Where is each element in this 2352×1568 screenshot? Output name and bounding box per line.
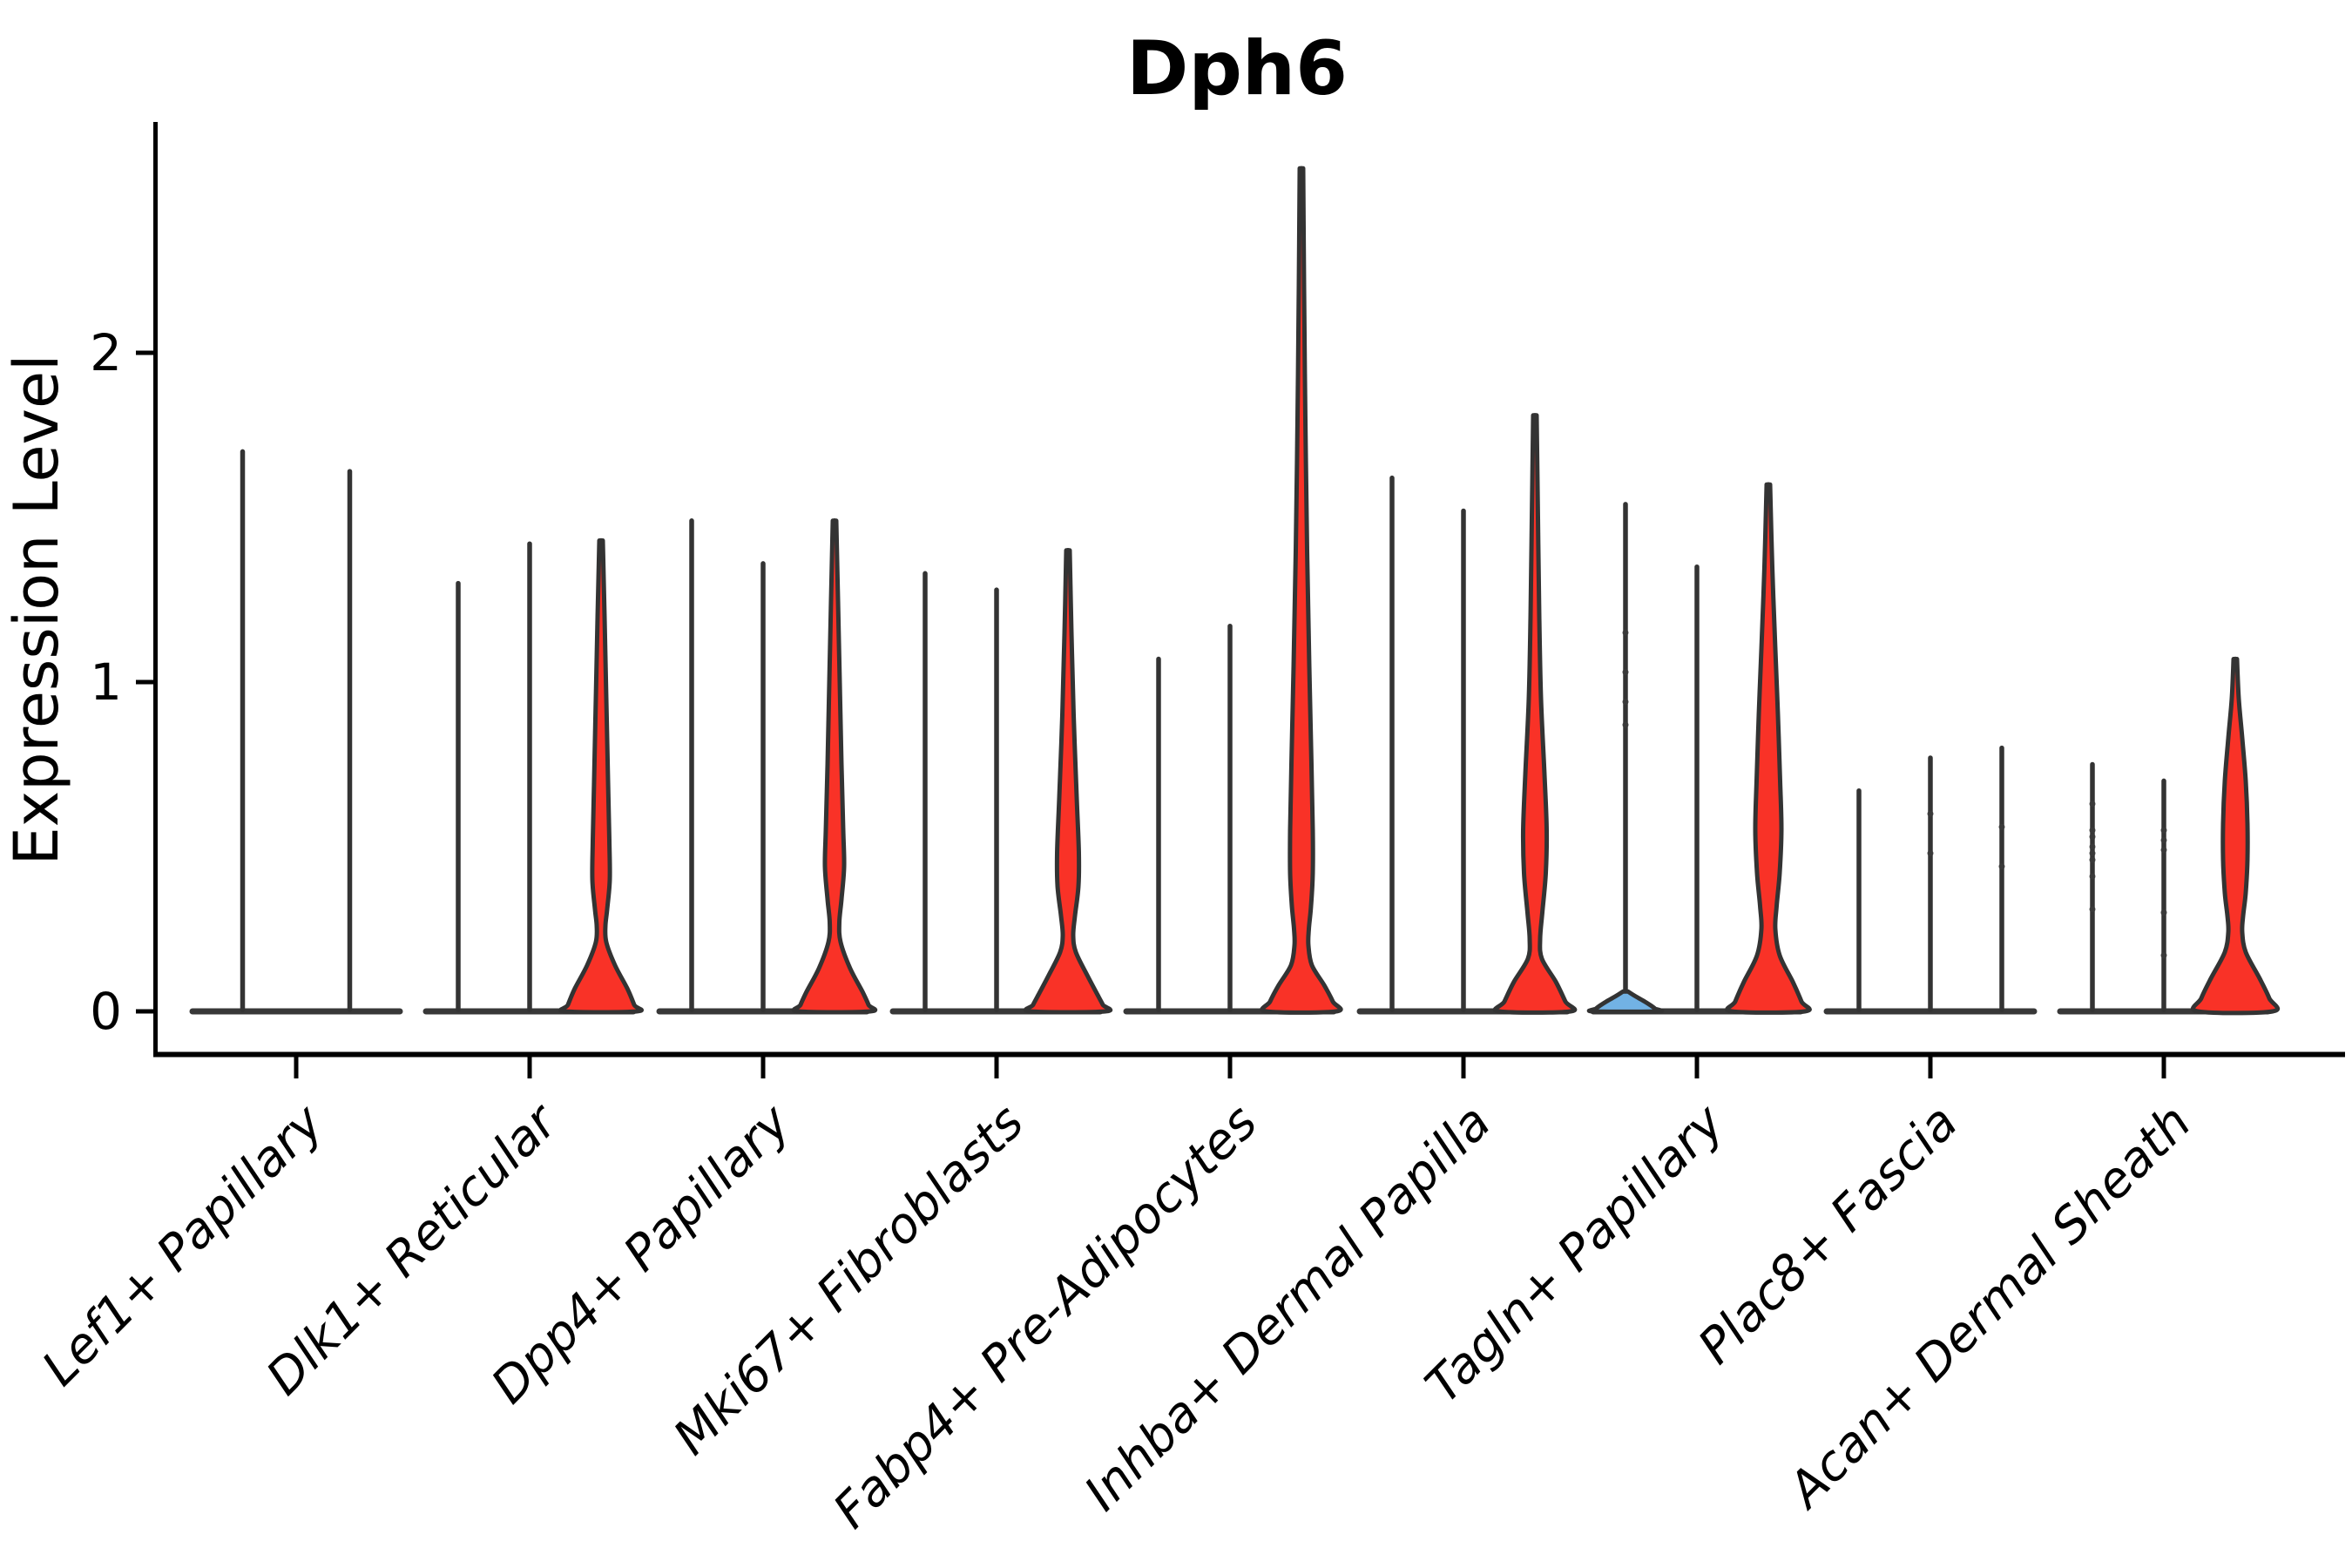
violin-group [2057, 656, 2281, 1016]
plot-title: Dph6 [1126, 25, 1348, 112]
violin-group [656, 518, 878, 1015]
violin-point [2160, 909, 2167, 916]
violin-body [1586, 989, 1665, 1014]
violin-point [2089, 843, 2096, 850]
violin-point [2089, 834, 2096, 841]
x-tick-label: Acan+ Dermal Sheath [1776, 1094, 2202, 1520]
violin-point [1622, 699, 1629, 706]
violin-point [1998, 823, 2005, 830]
y-tick-label: 2 [90, 323, 122, 382]
violin-point [2089, 906, 2096, 913]
violin-group [1356, 413, 1578, 1015]
violin-point [2089, 856, 2096, 863]
violin-point [1622, 669, 1629, 676]
violin-body [558, 538, 644, 1015]
violin-point [2089, 827, 2096, 834]
violin-body [791, 518, 878, 1015]
violin-body [1023, 548, 1113, 1015]
violin-group [1823, 745, 2038, 1015]
violin-point [2160, 952, 2167, 959]
y-ticks: 0 1 2 [90, 323, 155, 1041]
violin-body [2190, 657, 2281, 1016]
violin-group [1123, 166, 1343, 1015]
violin-point [2089, 873, 2096, 880]
violin-group [189, 449, 403, 1015]
violin-group [889, 548, 1113, 1015]
violin-body [1725, 482, 1812, 1015]
y-axis-label: Expression Level [1, 354, 72, 865]
y-tick-label: 1 [90, 652, 122, 712]
violin-point [2160, 847, 2167, 854]
x-tick-label: Fabp4+ Pre-Adipocytes [823, 1094, 1268, 1539]
violin-group [1586, 482, 1812, 1015]
violin-point [1622, 721, 1629, 728]
violin-point [1998, 863, 2005, 870]
violin-body [1260, 166, 1343, 1015]
violin-point [1622, 629, 1629, 636]
violin-point [2089, 801, 2096, 808]
violin-point [1927, 810, 1934, 817]
y-tick-label: 0 [90, 982, 122, 1041]
violin-point [2089, 850, 2096, 857]
violin-point [2160, 836, 2167, 843]
violin-body [1492, 413, 1578, 1015]
violin-group [422, 537, 644, 1015]
violin-point [2160, 827, 2167, 834]
violin-point [1927, 850, 1934, 857]
violin-groups [189, 166, 2281, 1016]
x-tick-label: Inhba+ Dermal Papilla [1074, 1094, 1502, 1522]
